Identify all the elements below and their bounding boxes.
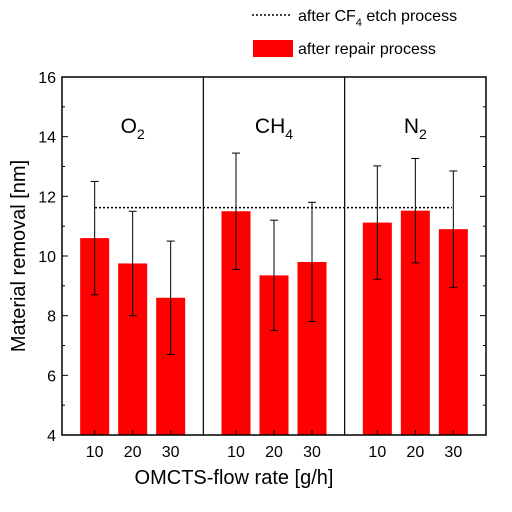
group-label: CH4 xyxy=(255,115,293,142)
y-tick-label: 6 xyxy=(47,368,56,385)
legend-label-etch: after CF4 etch process xyxy=(298,8,457,29)
group-label-main: O xyxy=(121,115,137,138)
x-tick-label: 20 xyxy=(265,444,283,461)
y-tick-label: 10 xyxy=(38,249,56,266)
x-tick-label: 30 xyxy=(444,444,462,461)
group-label-subscript: 2 xyxy=(419,126,427,142)
group-label: N2 xyxy=(404,115,427,142)
x-tick-label: 10 xyxy=(86,444,104,461)
x-tick-label: 10 xyxy=(227,444,245,461)
y-axis-title: Material removal [nm] xyxy=(8,160,30,352)
x-tick-label: 20 xyxy=(124,444,142,461)
legend-red-bar-swatch xyxy=(253,40,293,57)
plot-frame xyxy=(61,76,487,436)
x-tick-label: 20 xyxy=(406,444,424,461)
group-label: O2 xyxy=(121,115,145,142)
x-tick-label: 30 xyxy=(162,444,180,461)
group-label-subscript: 2 xyxy=(137,126,145,142)
x-tick-label: 10 xyxy=(368,444,386,461)
legend-label-etch-after: etch process xyxy=(362,8,457,25)
legend-label-etch-before: after CF xyxy=(298,8,356,25)
y-tick-label: 14 xyxy=(38,130,56,147)
group-label-main: N xyxy=(404,115,419,138)
legend-label-etch-subscript: 4 xyxy=(356,17,362,29)
x-tick-label: 30 xyxy=(303,444,321,461)
legend: after CF4 etch process after repair proc… xyxy=(252,8,457,58)
group-label-subscript: 4 xyxy=(285,126,293,142)
y-tick-label: 12 xyxy=(38,189,56,206)
x-axis-title: OMCTS-flow rate [g/h] xyxy=(135,467,334,489)
y-tick-label: 4 xyxy=(47,428,56,445)
group-label-main: CH xyxy=(255,115,285,138)
legend-label-repair: after repair process xyxy=(298,41,436,58)
y-tick-label: 8 xyxy=(47,309,56,326)
y-tick-label: 16 xyxy=(38,70,56,87)
